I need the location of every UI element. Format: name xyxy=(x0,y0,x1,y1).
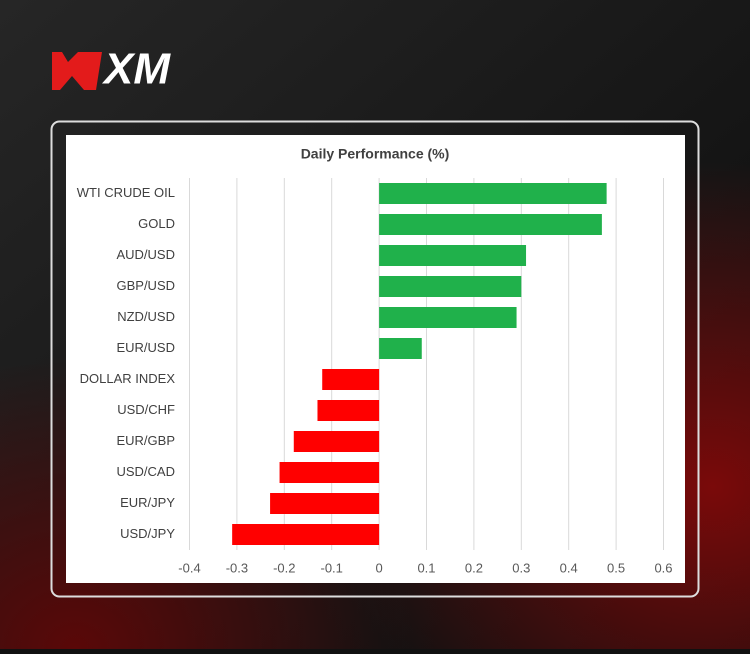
x-tick-label: -0.3 xyxy=(226,560,248,575)
logo-icon xyxy=(52,52,102,90)
bar xyxy=(293,431,380,452)
bar xyxy=(379,183,607,204)
bar xyxy=(379,338,422,359)
bar xyxy=(270,493,380,514)
y-tick-label: AUD/USD xyxy=(116,247,175,262)
y-tick-label: WTI CRUDE OIL xyxy=(77,185,175,200)
plot: -0.4 -0.3 -0.2 -0.1 0 0.1 0.2 0.3 0.4 0.5 0.6 WTI C… xyxy=(77,178,673,575)
y-tick-label: DOLLAR INDEX xyxy=(80,371,176,386)
y-tick-label: GBP/USD xyxy=(116,278,175,293)
bar xyxy=(232,524,380,545)
x-tick-label: 0.3 xyxy=(512,560,530,575)
y-tick-label: EUR/USD xyxy=(116,340,175,355)
bar xyxy=(317,400,380,421)
x-tick-label: 0.4 xyxy=(560,560,578,575)
bar xyxy=(379,307,517,328)
bar xyxy=(279,462,380,483)
bar xyxy=(379,214,602,235)
y-tick-label: GOLD xyxy=(138,216,175,231)
y-tick-label: USD/CAD xyxy=(116,464,175,479)
y-tick-label: EUR/JPY xyxy=(120,495,175,510)
x-tick-label: 0.6 xyxy=(654,560,672,575)
x-tick-label: -0.4 xyxy=(178,560,200,575)
bar xyxy=(379,245,527,266)
y-tick-label: EUR/GBP xyxy=(116,433,175,448)
card-border xyxy=(50,120,700,598)
x-tick-label: 0.1 xyxy=(417,560,435,575)
bar xyxy=(379,276,522,297)
y-tick-label: USD/JPY xyxy=(120,526,175,541)
x-tick-label: -0.2 xyxy=(273,560,295,575)
x-tick-label: 0.5 xyxy=(607,560,625,575)
x-tick-label: 0.2 xyxy=(465,560,483,575)
x-tick-label: -0.1 xyxy=(320,560,342,575)
chart-title: Daily Performance (%) xyxy=(301,146,450,162)
bar xyxy=(322,369,380,390)
logo-text: XM xyxy=(101,45,171,94)
x-tick-label: 0 xyxy=(375,560,382,575)
y-tick-label: NZD/USD xyxy=(117,309,175,324)
y-tick-label: USD/CHF xyxy=(117,402,175,417)
